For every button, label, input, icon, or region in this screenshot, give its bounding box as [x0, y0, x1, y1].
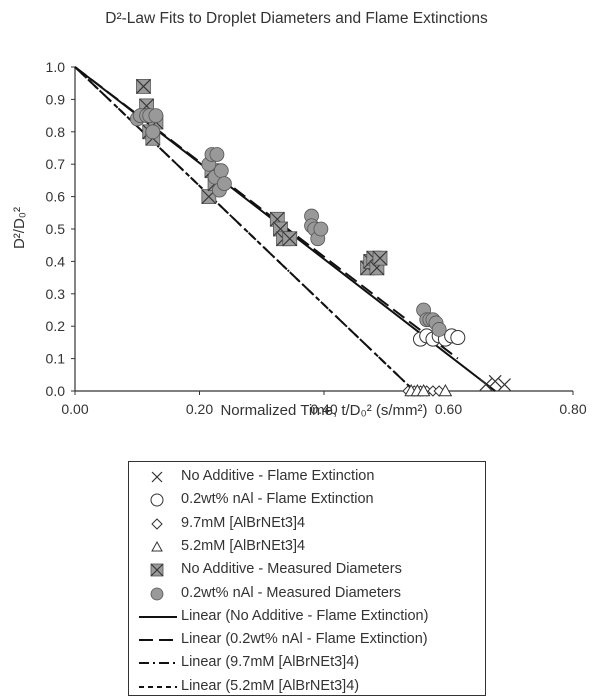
legend-symbol [151, 471, 163, 483]
legend-label: 9.7mM [AlBrNEt3]4 [181, 514, 306, 531]
y-axis-label: D²/D₀² [11, 207, 28, 249]
x-axis-label: Normalized Time, t/D₀² (s/mm²) [220, 402, 427, 419]
x-tick-label: 0.80 [559, 401, 586, 417]
data-point [148, 108, 164, 123]
legend-item: 0.2wt% nAl - Measured Diameters [129, 583, 487, 605]
fit-line [74, 66, 415, 392]
legend-symbol [139, 685, 177, 688]
y-tick-label: 0.8 [46, 124, 66, 140]
series-group [136, 79, 388, 276]
legend-symbol [139, 662, 177, 665]
tick-labels: 0.0 0.1 0.2 0.3 0.4 0.5 0.6 0.7 0.8 0.9 1.0 0.00 0.2… [46, 59, 587, 417]
y-tick-label: 0.6 [46, 189, 66, 205]
legend-item: No Additive - Measured Diameters [129, 559, 487, 581]
legend-symbol [150, 493, 164, 507]
series-group [404, 383, 453, 397]
x-tick-label: 0.20 [186, 401, 213, 417]
legend-symbol [151, 517, 163, 530]
data-point [209, 147, 225, 162]
data-point [438, 383, 453, 397]
data-point [431, 322, 447, 337]
fit-line [74, 66, 459, 360]
legend-item: 5.2mM [AlBrNEt3]4 [129, 536, 487, 558]
data-point [416, 383, 431, 397]
legend-label: Linear (5.2mM [AlBrNEt3]4) [181, 677, 360, 694]
y-tick-label: 0.0 [46, 383, 66, 399]
legend-item: Linear (0.2wt% nAl - Flame Extinction) [129, 629, 487, 651]
data-point [201, 189, 217, 205]
y-tick-label: 0.4 [46, 253, 66, 269]
series-group [129, 108, 447, 337]
data-point [282, 231, 298, 247]
data-point [136, 79, 151, 94]
legend-symbol [139, 615, 177, 618]
data-point [498, 378, 511, 391]
x-tick-label: 0.40 [310, 401, 337, 417]
legend-label: 0.2wt% nAl - Flame Extinction [181, 491, 374, 508]
legend-label: Linear (9.7mM [AlBrNEt3]4) [181, 654, 360, 671]
legend-symbol [150, 587, 164, 600]
chart-title: D²-Law Fits to Droplet Diameters and Fla… [105, 10, 488, 27]
legend-label: 0.2wt% nAl - Measured Diameters [181, 584, 401, 601]
y-tick-label: 0.3 [46, 286, 66, 302]
legend: No Additive - Flame Extinction 0.2wt% nAl… [128, 461, 486, 696]
legend-item: No Additive - Flame Extinction [129, 466, 487, 488]
y-tick-label: 0.1 [46, 351, 66, 367]
y-tick-label: 0.5 [46, 221, 66, 237]
legend-item: Linear (5.2mM [AlBrNEt3]4) [129, 676, 487, 698]
x-tick-label: 0.00 [61, 401, 88, 417]
data-point [145, 124, 161, 140]
y-tick-label: 0.2 [46, 318, 66, 334]
y-tick-label: 0.9 [46, 91, 66, 107]
legend-label: Linear (0.2wt% nAl - Flame Extinction) [181, 631, 428, 648]
data-point [488, 374, 502, 388]
data-point [450, 330, 466, 346]
legend-label: No Additive - Flame Extinction [181, 468, 375, 484]
data-points [129, 79, 511, 397]
legend-label: No Additive - Measured Diameters [181, 561, 402, 578]
data-point [372, 250, 388, 266]
legend-symbol [151, 540, 163, 552]
data-point [213, 163, 229, 179]
legend-symbol [150, 563, 164, 577]
data-point [313, 221, 329, 237]
data-point [479, 378, 493, 391]
legend-item: 0.2wt% nAl - Flame Extinction [129, 489, 487, 511]
axes [71, 66, 574, 395]
legend-item: Linear (9.7mM [AlBrNEt3]4) [129, 652, 487, 674]
chart-plot: 0.0 0.1 0.2 0.3 0.4 0.5 0.6 0.7 0.8 0.9 1.0 0.00 0.2… [11, 59, 587, 419]
legend-label: Linear (No Additive - Flame Extinction) [181, 607, 429, 624]
legend-item: Linear (No Additive - Flame Extinction) [129, 606, 487, 628]
legend-symbol [139, 639, 177, 642]
y-tick-label: 1.0 [46, 59, 66, 75]
y-tick-label: 0.7 [46, 156, 66, 172]
data-point [216, 176, 232, 192]
x-tick-label: 0.60 [435, 401, 462, 417]
series-group [479, 374, 511, 391]
legend-label: 5.2mM [AlBrNEt3]4 [181, 537, 306, 554]
legend-item: 9.7mM [AlBrNEt3]4 [129, 513, 487, 535]
